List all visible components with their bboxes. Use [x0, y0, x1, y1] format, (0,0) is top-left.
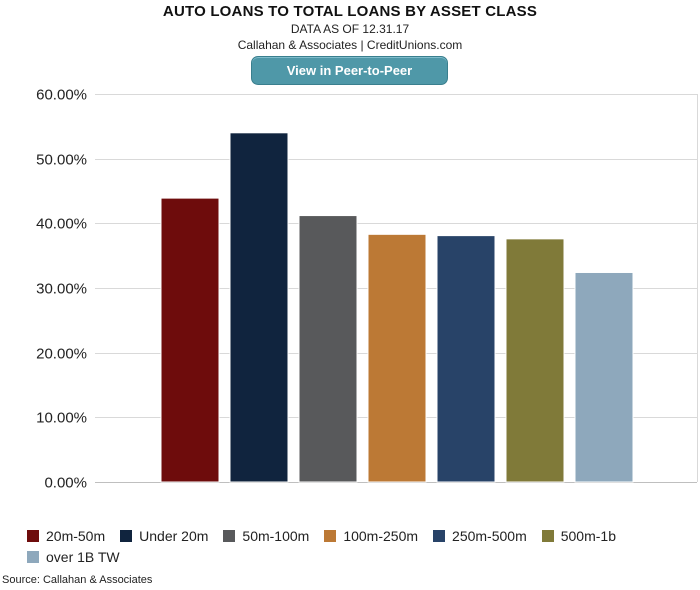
- legend-label: 500m-1b: [560, 528, 616, 544]
- legend-item[interactable]: Under 20m: [120, 528, 208, 544]
- bar-under-20m: [229, 132, 289, 483]
- legend-label: over 1B TW: [46, 549, 120, 565]
- view-in-peer-to-peer-button[interactable]: View in Peer-to-Peer: [251, 56, 448, 85]
- y-tick-label: 40.00%: [36, 216, 87, 233]
- legend-label: 100m-250m: [343, 528, 419, 544]
- bar-over-1b-tw: [574, 271, 634, 483]
- y-tick-label: 0.00%: [44, 475, 87, 492]
- y-tick-label: 20.00%: [36, 346, 87, 363]
- bar-chart: 0.00% 10.00% 20.00% 30.00% 40.00% 50.00% 60.00…: [36, 87, 698, 492]
- legend-swatch: [433, 530, 446, 542]
- legend-swatch: [27, 551, 39, 563]
- legend-swatch: [324, 530, 337, 542]
- source-note: Source: Callahan & Associates: [2, 574, 153, 586]
- legend-item[interactable]: over 1B TW: [27, 549, 120, 565]
- y-tick-label: 60.00%: [36, 87, 87, 104]
- bar-500m-1b: [505, 238, 565, 483]
- legend-label: Under 20m: [139, 528, 209, 544]
- chart-legend: 20m-50m Under 20m 50m-100m 100m-250m 250m-50…: [27, 528, 687, 565]
- bar-20m-50m: [160, 197, 220, 483]
- bar-50m-100m: [298, 215, 358, 483]
- legend-swatch: [120, 530, 133, 542]
- legend-item[interactable]: 20m-50m: [27, 528, 105, 544]
- legend-swatch: [27, 530, 39, 542]
- bar-100m-250m: [367, 233, 427, 483]
- y-tick-label: 50.00%: [36, 152, 87, 169]
- legend-label: 250m-500m: [452, 528, 527, 544]
- legend-item[interactable]: 500m-1b: [541, 528, 616, 544]
- chart-attribution: Callahan & Associates | CreditUnions.com: [237, 38, 463, 52]
- legend-label: 20m-50m: [46, 528, 106, 544]
- y-tick-label: 30.00%: [36, 281, 87, 298]
- legend-label: 50m-100m: [242, 528, 310, 544]
- legend-item[interactable]: 250m-500m: [433, 528, 527, 544]
- chart-subtitle: DATA AS OF 12.31.17: [290, 22, 410, 36]
- legend-swatch: [223, 530, 236, 542]
- legend-item[interactable]: 100m-250m: [324, 528, 418, 544]
- legend-swatch: [541, 530, 554, 542]
- y-tick-label: 10.00%: [36, 410, 87, 427]
- bar-250m-500m: [436, 235, 496, 483]
- chart-title: AUTO LOANS TO TOTAL LOANS BY ASSET CLASS: [162, 3, 538, 20]
- legend-item[interactable]: 50m-100m: [223, 528, 309, 544]
